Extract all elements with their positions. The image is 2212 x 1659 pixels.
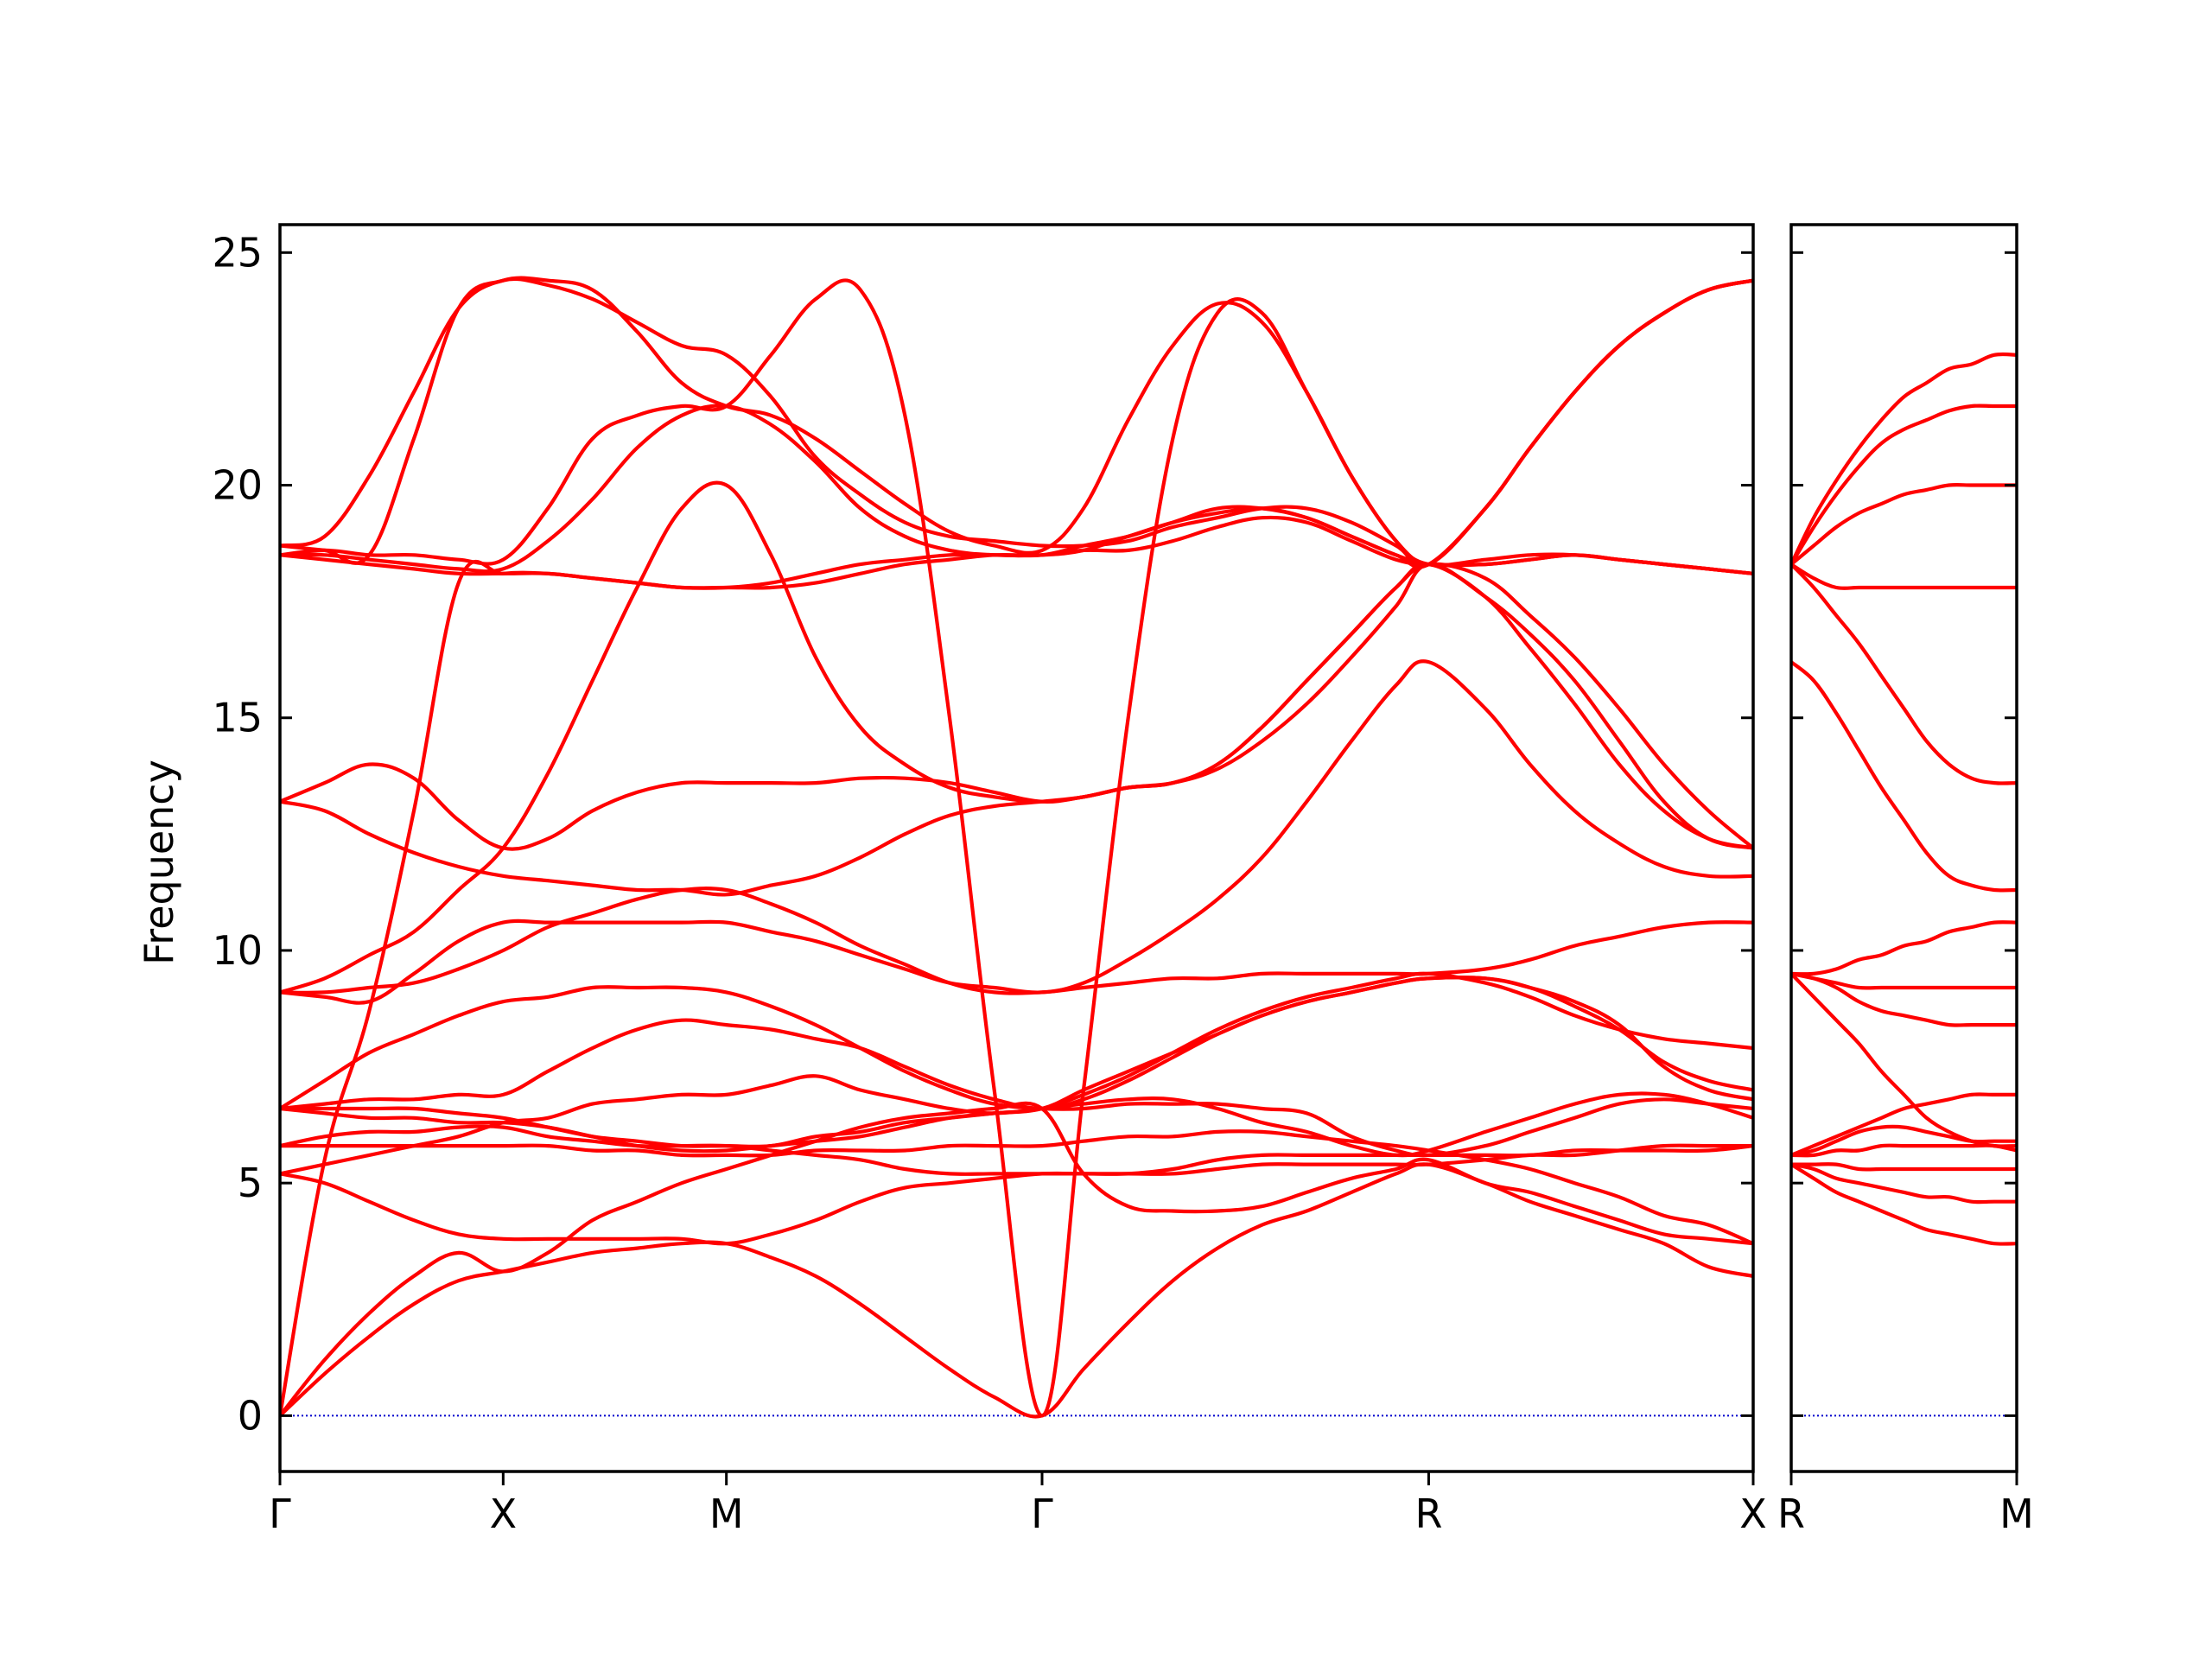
band-4 [1791,563,2017,590]
band-9 [1791,971,2017,1027]
x-tick-label: M [709,1491,744,1537]
y-tick-label: 15 [212,695,263,741]
y-tick-label: 10 [212,927,263,974]
band-5 [1791,563,2017,785]
x-tick-label: X [490,1491,518,1537]
band-6 [280,1129,1753,1246]
band-14 [1791,1162,2017,1172]
band-12 [280,887,1753,995]
band-3 [1791,483,2017,567]
x-tick-label: M [1999,1491,2034,1537]
x-tick-label: Γ [1031,1491,1053,1537]
band-15 [1791,1162,2017,1205]
band-lines [1791,352,2017,1246]
x-tick-label: Γ [269,1491,291,1537]
panel-gamma-x-m-gamma-r-x: 0 5 10 15 20 25 Γ X M Γ R X [212,223,1767,1537]
band-11 [1791,1124,2017,1157]
x-tick-label: R [1777,1491,1805,1537]
band-11 [280,985,1753,1158]
band-7 [280,1124,1753,1176]
x-tick-label: R [1414,1491,1442,1537]
x-tick-label: X [1739,1491,1767,1537]
y-tick-label: 5 [238,1160,263,1206]
band-13 [280,659,1753,1005]
band-6 [1791,660,2017,893]
band-1 [1791,352,2017,567]
band-21 [280,278,1753,1418]
y-tick-label: 0 [238,1392,263,1439]
band-13 [1791,1143,2017,1158]
band-2 [1791,404,2017,567]
y-axis-label: Frequency [136,760,182,965]
band-lines [280,276,1753,1419]
band-7 [1791,920,2017,976]
band-12 [1791,1092,2017,1157]
band-8 [1791,971,2017,990]
band-16 [1791,1162,2017,1246]
y-tick-label: 20 [212,462,263,509]
axes-frame [278,223,1755,1473]
axes-frame [1789,223,2018,1473]
band-20 [280,276,1753,575]
band-16 [280,480,1753,995]
y-tick-label: 25 [212,229,263,276]
